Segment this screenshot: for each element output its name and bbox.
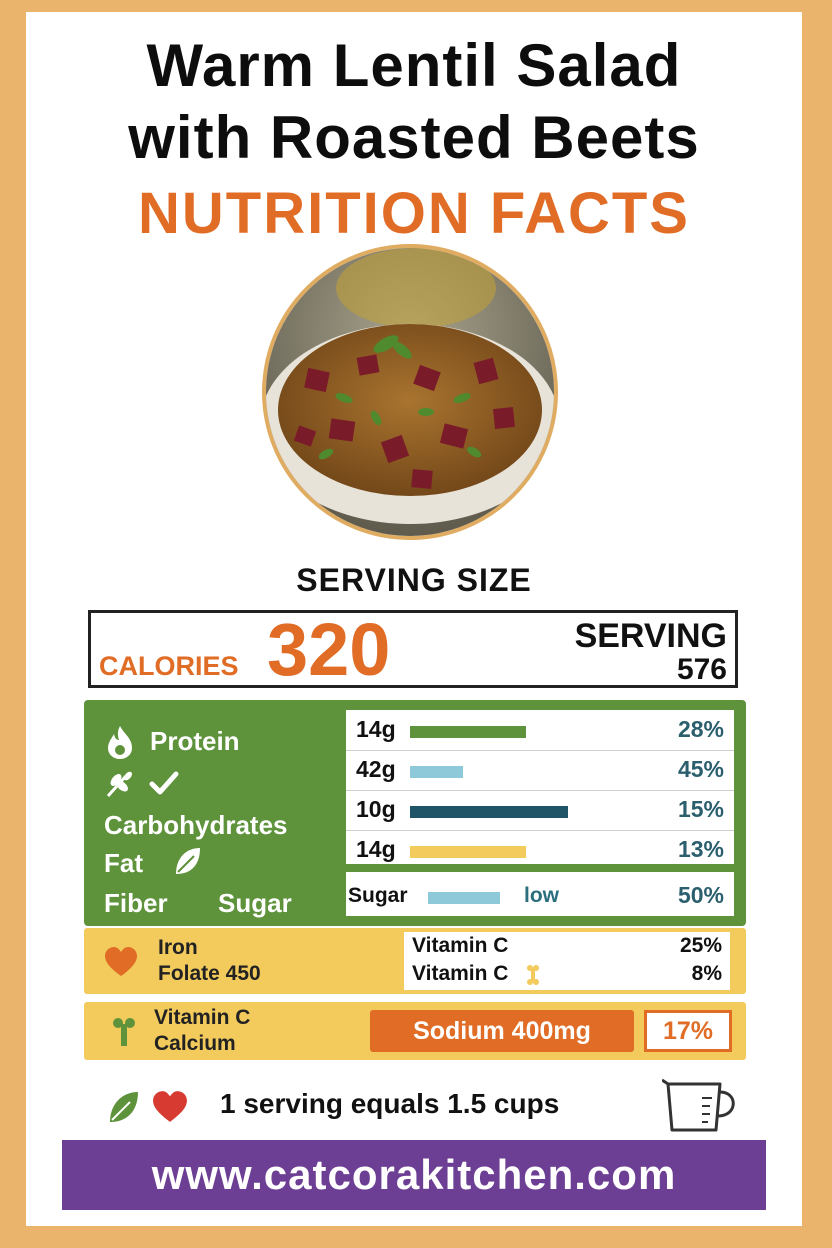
calories-box: CALORIES 320 SERVING 576	[88, 610, 738, 688]
sodium-label: Sodium 400mg	[370, 1010, 634, 1052]
leaf-icon	[176, 848, 200, 874]
macro-row-1: 14g 28%	[346, 710, 734, 751]
macro-amount: 14g	[356, 716, 396, 742]
bone-icon	[113, 1018, 135, 1046]
heart-icon	[153, 1091, 187, 1122]
macronutrient-table: 14g 28% 42g 45% 10g 15% 14g 13% Sugar	[346, 710, 734, 916]
sugar-note: low	[524, 884, 559, 907]
macro-percent: 28%	[677, 716, 724, 742]
sugar-bar	[428, 892, 500, 904]
macro-amount: 14g	[356, 836, 396, 862]
salad-photo	[262, 244, 558, 540]
sugar-row-label: Sugar	[348, 884, 408, 907]
check-icon	[149, 771, 179, 795]
flame-icon	[108, 726, 132, 759]
serving-size-heading: SERVING SIZE	[296, 562, 532, 598]
sodium-panel: Vitamin C Calcium Sodium 400mg 17%	[84, 1002, 746, 1060]
calories-value: 320	[267, 608, 391, 691]
lentil-salad-illustration	[266, 248, 554, 536]
heart-icon	[105, 947, 137, 976]
serving-value: 576	[676, 653, 727, 686]
wheat-icon	[106, 771, 132, 798]
macro-row-2: 42g 45%	[346, 750, 734, 791]
vitamin-left-line1: Iron	[158, 936, 198, 959]
nutrition-card: Warm Lentil Salad with Roasted Beets NUT…	[26, 12, 802, 1226]
serving-equivalent-note: 1 serving equals 1.5 cups	[220, 1088, 560, 1119]
vitamin-left-line2: Folate 450	[158, 962, 261, 985]
macro-bar	[410, 766, 463, 778]
macronutrient-panel: Protein Carbohydrates Fat Fiber Sugar 14…	[84, 700, 746, 926]
fat-label: Fat	[104, 848, 143, 878]
recipe-title-line1: Warm Lentil Salad	[146, 32, 682, 99]
vitamin-name: Vitamin C	[412, 962, 509, 985]
vitamin-percent: 8%	[691, 962, 722, 985]
serving-label: SERVING	[574, 617, 727, 655]
vitamin-name: Vitamin C	[412, 934, 509, 957]
macro-percent: 15%	[677, 796, 724, 822]
vitamins-panel: Iron Folate 450 Vitamin C 25% Vitamin C …	[84, 928, 746, 994]
macro-bar	[410, 806, 568, 818]
carbohydrates-label: Carbohydrates	[104, 810, 288, 840]
nutrition-facts-heading: NUTRITION FACTS	[138, 181, 690, 246]
calories-label: CALORIES	[99, 651, 239, 681]
sodium-percent: 17%	[644, 1010, 732, 1052]
sodium-left-line2: Calcium	[154, 1032, 236, 1055]
macro-percent: 13%	[677, 836, 724, 862]
recipe-title-line2: with Roasted Beets	[128, 104, 700, 171]
macro-amount: 42g	[356, 756, 396, 782]
measuring-cup-icon	[662, 1078, 735, 1132]
bone-icon	[527, 965, 539, 985]
table-divider	[346, 864, 734, 872]
vitamin-table: Vitamin C 25% Vitamin C 8%	[404, 932, 730, 990]
vitamin-percent: 25%	[679, 934, 722, 957]
macro-percent: 45%	[677, 756, 724, 782]
sugar-percent: 50%	[677, 882, 724, 908]
leaf-icon	[110, 1092, 138, 1122]
macro-amount: 10g	[356, 796, 396, 822]
macro-row-3: 10g 15%	[346, 790, 734, 831]
protein-label: Protein	[150, 726, 240, 756]
sugar-row: Sugar low 50%	[346, 876, 734, 916]
macro-row-4: 14g 13%	[346, 830, 734, 870]
macro-bar	[410, 726, 526, 738]
sugar-label: Sugar	[218, 888, 292, 918]
fiber-label: Fiber	[104, 888, 168, 918]
macro-bar	[410, 846, 526, 858]
website-link[interactable]: www.catcorakitchen.com	[62, 1140, 766, 1210]
sodium-left-line1: Vitamin C	[154, 1006, 251, 1029]
